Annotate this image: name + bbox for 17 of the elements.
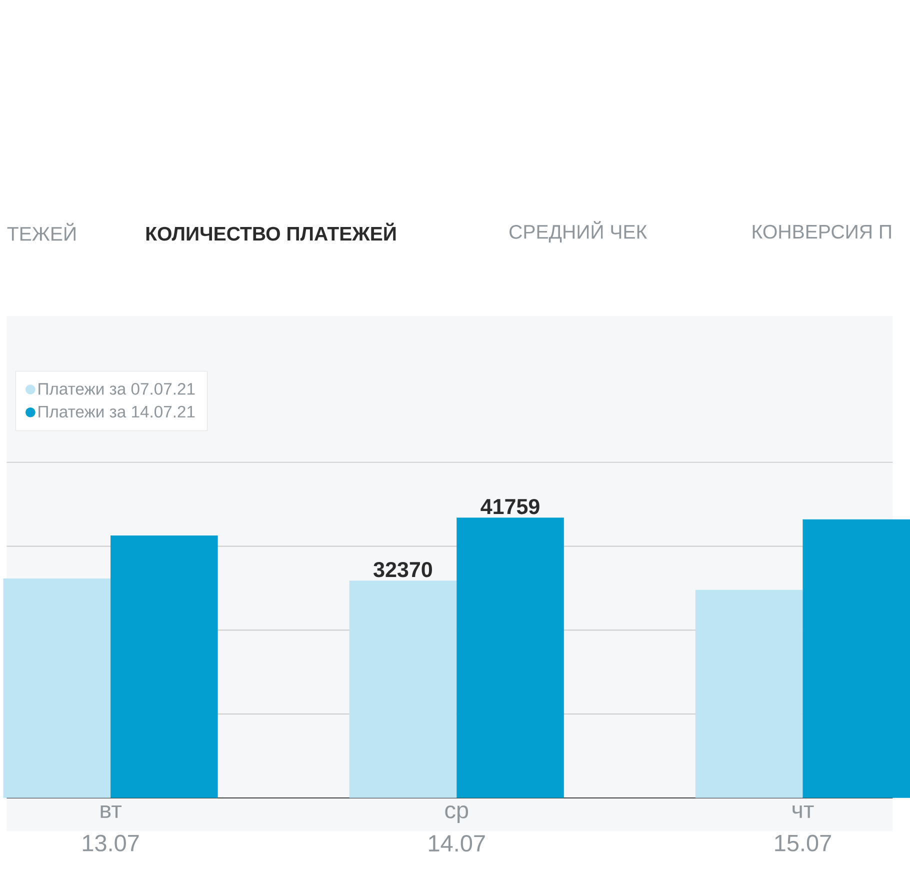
bar (349, 580, 457, 798)
text: ТЕЖЕЙ (7, 222, 76, 241)
x-tick-label: ср 14.07 (429, 806, 485, 852)
data-label: 32370 (374, 562, 432, 578)
legend-label: Платежи за 14.07.21 (38, 406, 195, 418)
bar (695, 590, 803, 798)
text: СРЕДНИЙ ЧЕК (510, 221, 648, 243)
bar (3, 578, 111, 798)
bar (110, 536, 218, 798)
bar (456, 518, 564, 798)
bar (802, 519, 910, 798)
text: КОНВЕРСИЯ П (752, 224, 891, 239)
x-tick-label: чт 15.07 (775, 806, 831, 852)
x-tick-label: вт 13.07 (82, 806, 139, 852)
chart-title: КОЛИЧЕСТВО ПЛАТЕЖЕЙ (146, 222, 396, 241)
data-label: 41759 (480, 499, 540, 514)
legend-label: Платежи за 07.07.21 (38, 383, 195, 395)
